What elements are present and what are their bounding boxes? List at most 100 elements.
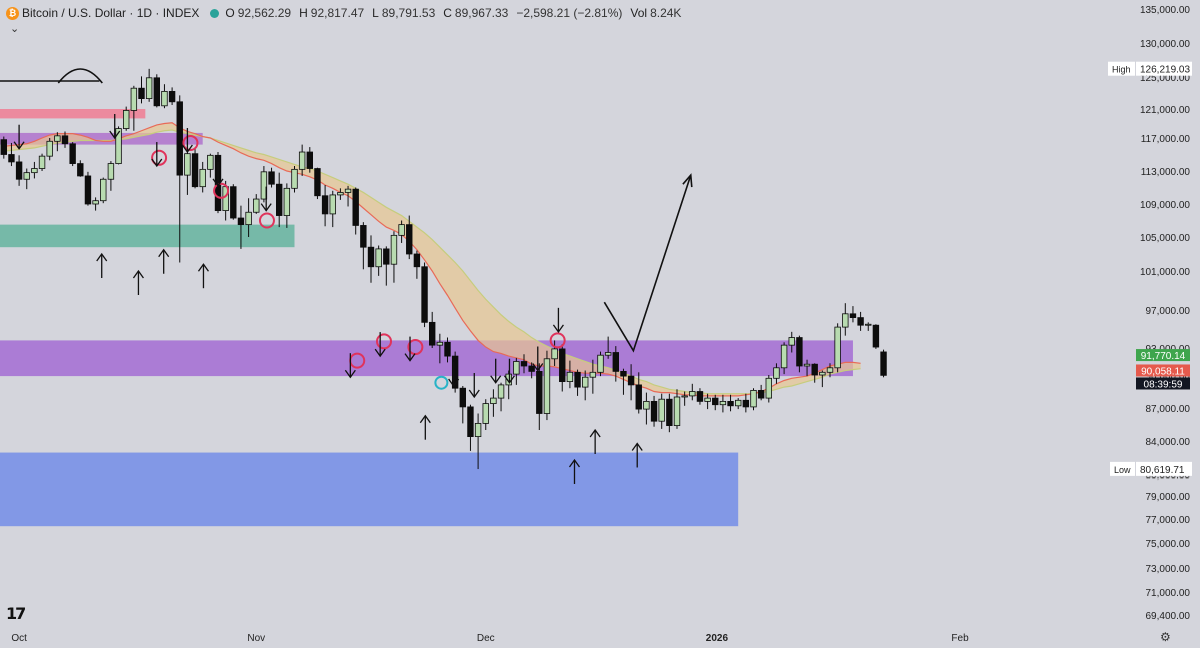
settings-gear-icon[interactable]: ⚙ [1160,630,1171,644]
candle [237,217,245,226]
candle [834,326,841,369]
projection-arrow-head [682,173,693,188]
high-tag: High [1112,65,1131,75]
y-tick-label: 117,000.00 [1141,134,1191,145]
down-arrow-head [212,178,224,187]
candle [490,397,497,405]
candle [283,187,291,216]
y-tick-label: 135,000.00 [1140,5,1190,16]
candle [803,363,811,367]
candle [115,128,122,164]
x-tick-label: Oct [11,633,27,644]
candle [77,163,84,177]
y-tick-label: 101,000.00 [1140,267,1190,278]
candle [681,395,688,398]
y-tick-label: 97,000.00 [1146,306,1191,317]
highlight-circle [182,134,199,151]
candle [712,397,719,406]
candle [819,371,826,376]
countdown-value: 08:39:59 [1144,379,1183,390]
x-tick-label: 2026 [706,633,729,644]
y-tick-label: 130,000.00 [1140,39,1190,50]
y-tick-label: 90,000.00 [1146,371,1191,382]
close-value: 89,967.33 [454,6,509,20]
up-arrow-head [631,442,643,451]
highlight-circle [258,212,275,229]
candle [497,384,505,399]
high-label: H [299,6,308,20]
down-arrow-head [260,203,272,212]
chevron-down-icon[interactable]: ⌄ [10,23,20,35]
candle [582,376,589,388]
candle [168,91,176,103]
candle [398,224,405,236]
y-tick-label: 79,000.00 [1146,492,1191,503]
close-label: C [443,6,452,20]
y-tick-label: 113,000.00 [1141,167,1191,178]
candle [428,321,436,346]
green-price-tag [1136,349,1190,362]
high-tag-box [1108,61,1135,76]
low-label: L [372,6,379,20]
market-status-icon [210,8,220,18]
y-tick-label: 121,000.00 [1140,105,1190,116]
y-tick-label: 125,000.00 [1140,73,1190,84]
candle [765,377,772,399]
symbol-title[interactable]: Bitcoin / U.S. Dollar · 1D · INDEX [22,6,200,20]
candle [467,406,474,437]
change-value: −2,598.21 (−2.81%) [516,6,623,20]
candle [773,367,780,379]
ma-slow-line [3,129,861,395]
y-tick-label: 75,000.00 [1146,539,1191,550]
candle [589,371,597,378]
candle [597,354,604,373]
candle [360,225,367,248]
candle [38,155,46,169]
candle [329,194,336,215]
candle [130,87,138,111]
bitcoin-icon: ₿ [6,6,19,20]
candle [658,398,665,422]
down-arrow-head [181,144,193,154]
candle [31,168,38,174]
y-tick-label-hidden: 80,000.00 [1146,471,1191,482]
candle [826,367,834,373]
candle [153,77,160,107]
low-tag: Low [1114,465,1131,475]
high-value: 92,817.47 [310,6,365,20]
up-arrow-head [568,458,581,468]
candle [245,211,252,226]
low-tag-box [1110,461,1135,476]
up-arrow-head [419,414,431,424]
x-tick-label: Nov [247,633,265,644]
candle [727,400,734,407]
candle [849,313,857,318]
candle [543,358,551,414]
down-arrow-head [344,369,356,379]
green-price-value: 91,770.14 [1141,351,1186,362]
candle [383,248,390,265]
candle [207,154,214,170]
y-tick-label: 73,000.00 [1146,564,1191,575]
candle [689,391,696,397]
candle [520,361,528,367]
candle [191,153,199,188]
candle [352,188,359,226]
low-value: 89,791.53 [381,6,436,20]
low-value-box [1136,461,1192,476]
tradingview-logo[interactable]: 17 [6,604,26,623]
candle [92,200,99,205]
candle [184,153,191,176]
candle [719,400,727,406]
green-zone [0,224,295,248]
candle [666,398,673,427]
y-tick-label: 87,000.00 [1146,404,1191,415]
candle [321,195,329,215]
down-arrow-head [532,363,544,372]
candle [788,337,795,346]
x-tick-label: Dec [477,633,495,644]
volume-value: 8.24K [650,6,682,20]
open-label: O [225,6,235,20]
